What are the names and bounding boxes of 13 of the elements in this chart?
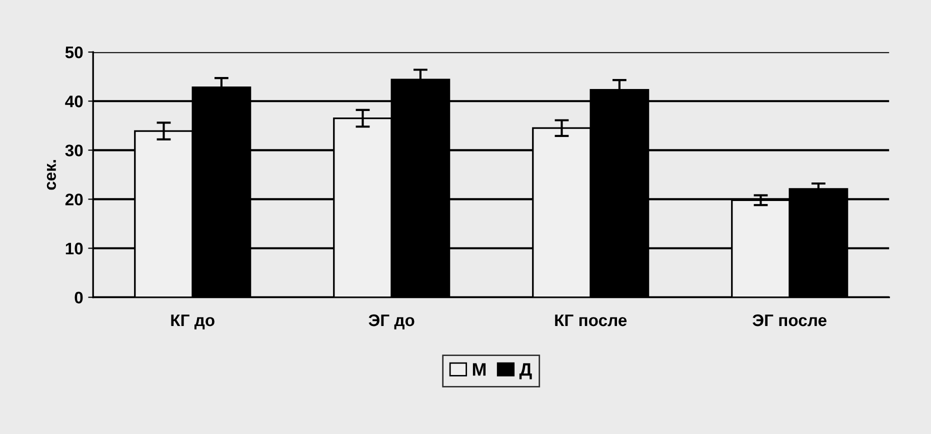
x-tick-label: ЭГ до: [368, 314, 414, 330]
legend-label: М: [472, 363, 486, 376]
legend-label: Д: [519, 363, 532, 380]
y-tick-label: 10: [66, 242, 83, 254]
y-tick-label: 20: [65, 194, 83, 206]
x-tick-label: КГ до: [171, 314, 214, 330]
y-tick-label: 30: [65, 144, 83, 156]
x-tick-label: ЭГ после: [752, 314, 826, 326]
y-tick-label: 40: [65, 96, 83, 108]
y-tick-label: 0: [74, 292, 83, 304]
x-tick-label: КГ после: [555, 314, 627, 326]
y-tick-label: 50: [65, 46, 83, 58]
y-axis-title: сек.: [46, 160, 56, 190]
